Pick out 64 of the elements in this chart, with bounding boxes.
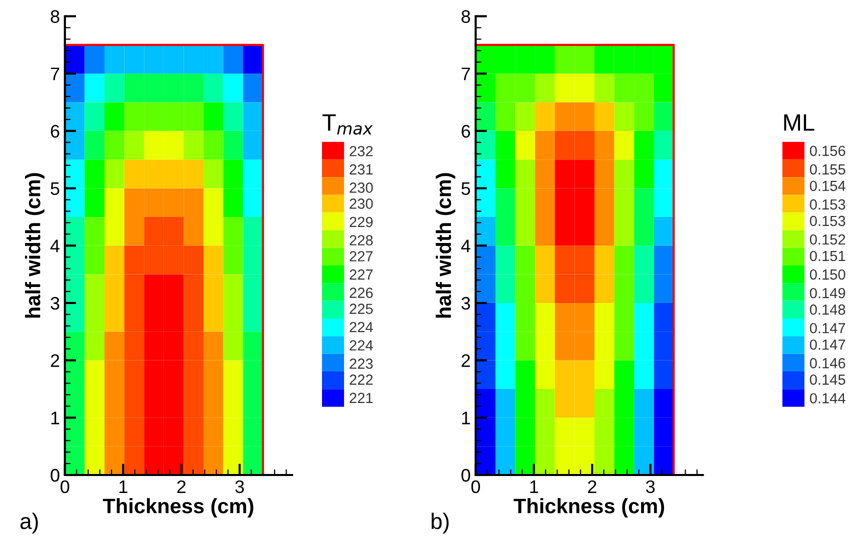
color-bar-label: 0.150 <box>810 269 846 280</box>
y-tick-label: 3 <box>461 296 470 310</box>
color-bar-label: 0.152 <box>810 234 846 245</box>
color-bar-label: 223 <box>350 358 373 369</box>
y-tick-label: 1 <box>462 412 470 424</box>
color-bar-label: 225 <box>350 304 373 314</box>
color-bar-label: 0.145 <box>810 374 846 385</box>
color-bar-label: 230 <box>350 182 373 193</box>
color-bar-label: 0.147 <box>810 339 846 350</box>
color-bar-label: 0.147 <box>810 322 846 334</box>
y-tick-label: 0 <box>50 468 60 482</box>
x-tick-label: 2 <box>588 480 596 493</box>
y-tick-label: 2 <box>462 354 470 367</box>
y-tick-label: 7 <box>50 68 60 80</box>
y-axis-title: half width (cm) <box>25 173 44 318</box>
y-tick-label: 8 <box>50 10 60 23</box>
x-tick-label: 0 <box>471 480 480 494</box>
y-tick-label: 1 <box>51 412 60 424</box>
color-bar-label: 231 <box>350 164 373 175</box>
color-bar-label: 229 <box>350 216 373 228</box>
y-tick-label: 0 <box>461 468 470 482</box>
color-bar-title: ML <box>784 114 814 131</box>
y-tick-label: 3 <box>50 296 60 310</box>
color-bar-label: 227 <box>350 251 373 262</box>
color-bar-label: 0.153 <box>810 216 846 226</box>
y-tick-label: 5 <box>50 182 60 195</box>
color-bar-label: 0.151 <box>810 250 846 262</box>
y-tick-label: 8 <box>462 10 470 23</box>
color-bar-label: 0.149 <box>810 288 846 298</box>
y-tick-label: 2 <box>50 354 60 367</box>
color-bar-label: 0.155 <box>810 164 846 175</box>
x-axis-title: Thickness (cm) <box>102 498 254 518</box>
y-tick-label: 7 <box>462 68 470 80</box>
color-bar-label: 230 <box>350 198 373 209</box>
color-bar-label: 226 <box>350 288 373 298</box>
y-tick-label: 6 <box>50 124 60 138</box>
color-bar-label: 0.144 <box>810 393 846 404</box>
x-tick-label: 3 <box>646 480 655 494</box>
color-bar-label: 224 <box>350 340 373 350</box>
y-tick-label: 4 <box>50 240 60 252</box>
color-bar-label: 0.153 <box>810 199 846 210</box>
y-axis-title: half width (cm) <box>436 173 456 318</box>
x-tick-label: 3 <box>235 480 244 494</box>
color-bar-title: T$_{max}$ <box>322 114 373 135</box>
y-tick-label: 4 <box>461 240 470 252</box>
x-tick-label: 1 <box>120 480 128 493</box>
color-bar-label: 222 <box>350 374 373 385</box>
x-tick-label: 2 <box>177 480 186 493</box>
color-bar-label: 221 <box>350 392 373 403</box>
color-bar-label: 227 <box>350 269 373 280</box>
color-bar-label: 0.148 <box>810 304 846 315</box>
color-bar-label: 0.146 <box>810 358 846 368</box>
color-bar-label: 224 <box>350 322 373 332</box>
color-bar-label: 228 <box>350 235 373 246</box>
color-bar-label: 0.154 <box>810 180 846 192</box>
color-bar-label: 232 <box>350 146 373 156</box>
y-tick-label: 6 <box>462 124 470 138</box>
x-axis-title: Thickness (cm) <box>514 498 664 518</box>
text: a) <box>20 512 38 534</box>
color-bar-label: 0.156 <box>810 146 846 156</box>
x-tick-label: 0 <box>60 480 70 494</box>
y-tick-label: 5 <box>462 182 470 195</box>
text: b) <box>432 512 449 534</box>
x-tick-label: 1 <box>530 480 538 493</box>
